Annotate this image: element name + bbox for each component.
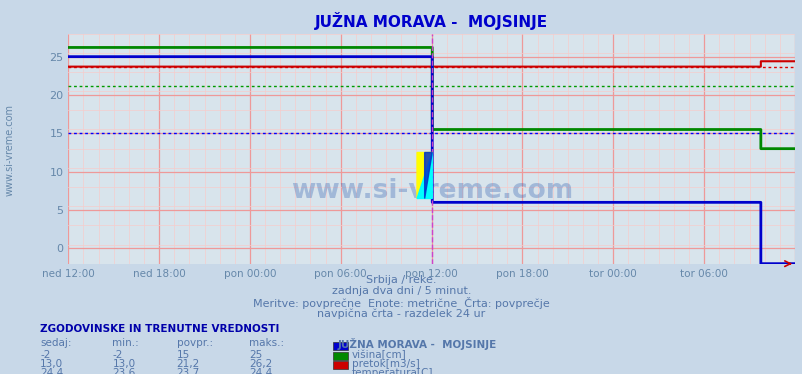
Text: Meritve: povprečne  Enote: metrične  Črta: povprečje: Meritve: povprečne Enote: metrične Črta:… [253,297,549,309]
Text: zadnja dva dni / 5 minut.: zadnja dva dni / 5 minut. [331,286,471,296]
Text: pretok[m3/s]: pretok[m3/s] [351,359,419,369]
Text: 26,2: 26,2 [249,359,272,369]
Text: -2: -2 [40,350,51,360]
Text: min.:: min.: [112,338,139,349]
Text: temperatura[C]: temperatura[C] [351,368,432,374]
Polygon shape [416,153,431,199]
Text: sedaj:: sedaj: [40,338,71,349]
Title: JUŽNA MORAVA -  MOJSINJE: JUŽNA MORAVA - MOJSINJE [314,12,548,30]
Text: ZGODOVINSKE IN TRENUTNE VREDNOSTI: ZGODOVINSKE IN TRENUTNE VREDNOSTI [40,324,279,334]
Text: 13,0: 13,0 [112,359,136,369]
Text: 23,7: 23,7 [176,368,200,374]
Text: 15: 15 [176,350,190,360]
Polygon shape [416,153,431,199]
Polygon shape [424,153,431,199]
Text: 21,2: 21,2 [176,359,200,369]
Text: JUŽNA MORAVA -  MOJSINJE: JUŽNA MORAVA - MOJSINJE [337,338,496,350]
Text: -2: -2 [112,350,123,360]
Text: 24,4: 24,4 [40,368,63,374]
Text: 24,4: 24,4 [249,368,272,374]
Text: maks.:: maks.: [249,338,284,349]
Text: www.si-vreme.com: www.si-vreme.com [291,178,573,204]
Text: povpr.:: povpr.: [176,338,213,349]
Text: 23,6: 23,6 [112,368,136,374]
Text: 25: 25 [249,350,262,360]
Text: višina[cm]: višina[cm] [351,350,406,360]
Text: www.si-vreme.com: www.si-vreme.com [5,104,14,196]
Text: navpična črta - razdelek 24 ur: navpična črta - razdelek 24 ur [317,309,485,319]
Text: Srbija / reke.: Srbija / reke. [366,275,436,285]
Text: 13,0: 13,0 [40,359,63,369]
